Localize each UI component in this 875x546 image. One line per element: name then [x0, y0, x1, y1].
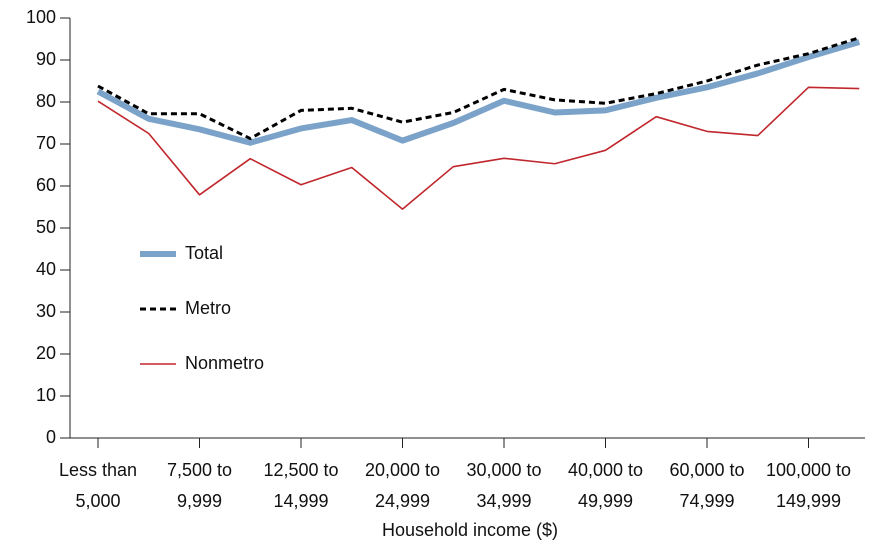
x-tick-label: 20,000 to 24,999: [364, 460, 441, 511]
x-tick-label: 100,000 to 149,999: [765, 460, 852, 511]
y-tick-label: 90: [36, 49, 56, 69]
y-tick-label: 30: [36, 301, 56, 321]
legend-label: Nonmetro: [185, 353, 264, 373]
y-tick-label: 20: [36, 343, 56, 363]
y-tick-label: 70: [36, 133, 56, 153]
x-tick-label: 7,500 to 9,999: [166, 460, 233, 511]
x-tick-label: 30,000 to 34,999: [466, 460, 542, 511]
line-0: [96, 39, 861, 146]
x-tick-label: 60,000 to 74,999: [669, 460, 745, 511]
legend-label: Total: [185, 243, 223, 263]
y-tick-label: 10: [36, 385, 56, 405]
line-2: [97, 86, 860, 210]
x-axis-title: Household income ($): [382, 520, 558, 540]
y-tick-label: 0: [46, 427, 56, 447]
x-tick-label: 12,500 to 14,999: [263, 460, 339, 511]
y-tick-label: 80: [36, 91, 56, 111]
y-tick-label: 60: [36, 175, 56, 195]
y-tick-label: 50: [36, 217, 56, 237]
y-tick-label: 100: [26, 7, 56, 27]
x-tick-label: 40,000 to 49,999: [567, 460, 644, 511]
y-tick-label: 40: [36, 259, 56, 279]
line-1: [97, 36, 860, 141]
legend-label: Metro: [185, 298, 231, 318]
x-tick-label: Less than 5,000: [58, 460, 138, 511]
